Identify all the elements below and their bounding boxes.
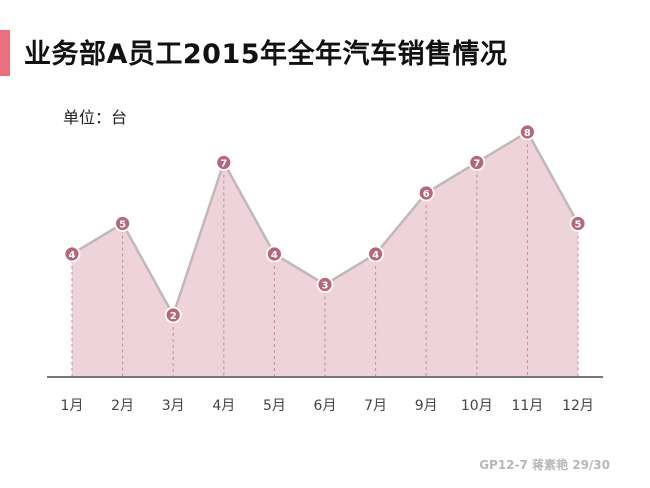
data-label-3: 2	[170, 311, 177, 322]
x-tick-label-5: 5月	[263, 398, 286, 414]
x-tick-label-3: 3月	[162, 398, 185, 414]
data-label-11: 5	[575, 220, 582, 231]
page-title: 业务部A员工2015年全年汽车销售情况	[24, 39, 508, 70]
data-label-9: 7	[473, 159, 480, 170]
x-tick-label-8: 9月	[415, 398, 438, 414]
x-tick-label-7: 7月	[364, 398, 387, 414]
data-label-1: 4	[69, 250, 76, 261]
data-label-7: 4	[372, 250, 379, 261]
data-point-9	[468, 154, 486, 171]
series-area	[72, 132, 578, 376]
x-tick-label-2: 2月	[111, 398, 134, 414]
data-label-2: 5	[119, 220, 126, 231]
x-tick-label-11: 12月	[562, 398, 594, 414]
title-accent-bar	[0, 30, 10, 76]
x-tick-label-4: 4月	[212, 398, 235, 414]
data-point-3	[164, 306, 182, 324]
x-tick-label-9: 10月	[461, 398, 493, 414]
data-point-2	[114, 215, 131, 232]
data-label-10: 8	[524, 128, 531, 139]
data-label-4: 7	[220, 159, 227, 170]
data-point-8	[417, 184, 435, 202]
x-tick-label-10: 11月	[511, 398, 543, 414]
data-point-6	[316, 276, 334, 293]
data-point-4	[215, 154, 233, 171]
data-label-6: 3	[322, 281, 329, 292]
data-point-10	[519, 123, 536, 141]
data-label-5: 4	[271, 250, 278, 261]
data-point-7	[367, 245, 385, 263]
data-label-8: 6	[423, 189, 430, 200]
x-tick-label-6: 6月	[314, 398, 337, 414]
x-tick-label-1: 1月	[61, 398, 84, 414]
unit-label: 单位：台	[63, 108, 128, 127]
footer-page-info: GP12-7 蒋素艳 29/30	[479, 458, 610, 472]
data-point-1	[63, 245, 81, 263]
data-point-11	[569, 215, 587, 232]
data-point-5	[265, 245, 283, 263]
